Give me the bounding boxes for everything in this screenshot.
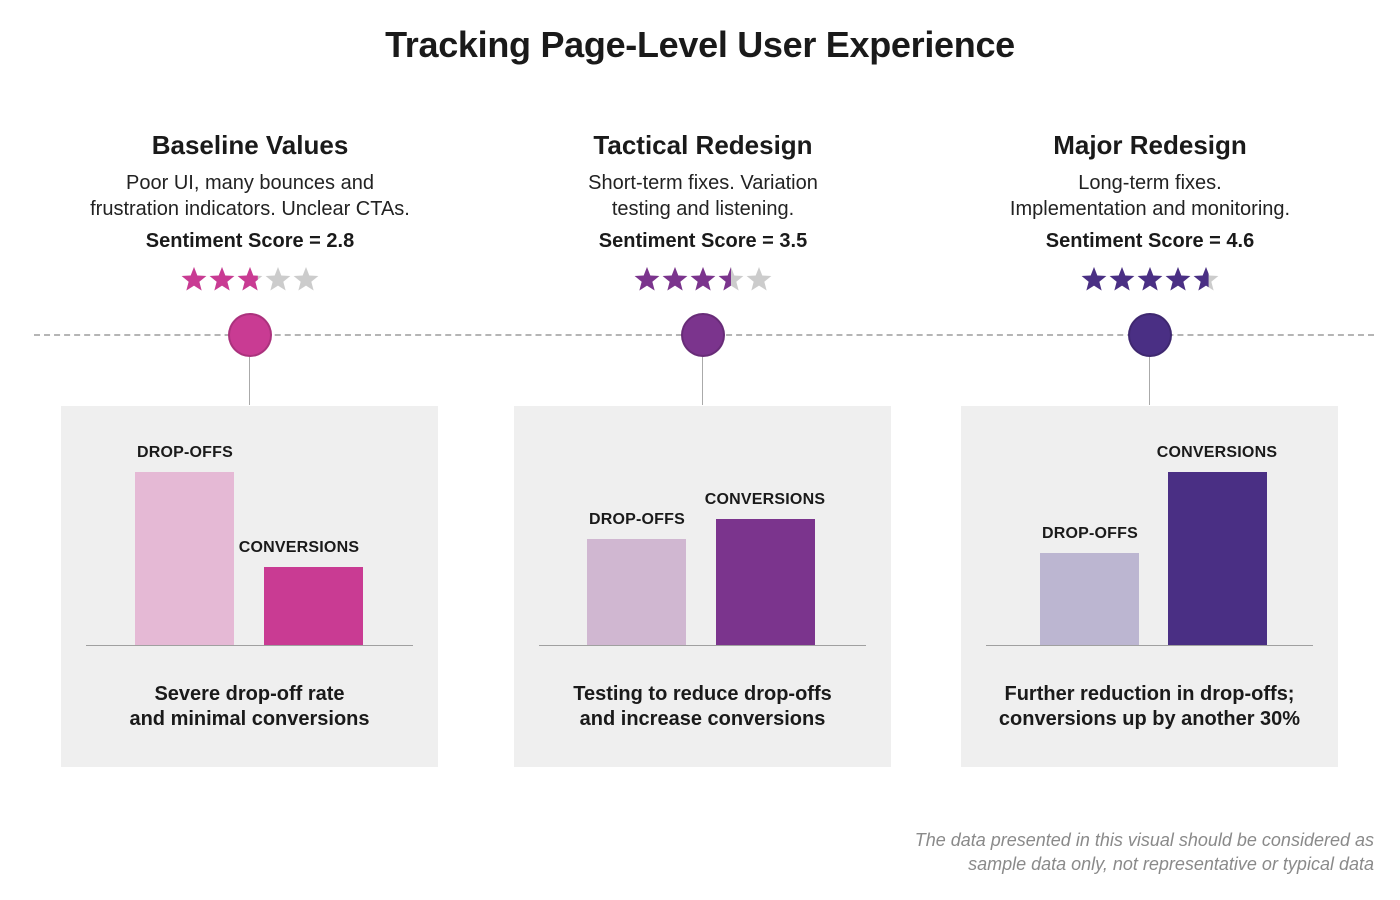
stage-title: Major Redesign (1053, 130, 1247, 160)
bar-dropoffs (587, 539, 686, 645)
stage-caption-line: and increase conversions (579, 708, 826, 730)
star-filled-icon (690, 267, 716, 291)
bar-label-dropoffs: DROP-OFFS (588, 511, 686, 528)
star-filled-icon (1081, 267, 1107, 291)
stars-svg (634, 267, 772, 291)
stage-description-line: Implementation and monitoring. (1009, 198, 1291, 220)
stage-caption-line: Testing to reduce drop-offs (573, 683, 832, 705)
stage-card: DROP-OFFS CONVERSIONS Severe drop-off ra… (61, 406, 438, 767)
stage-caption-line: Further reduction in drop-offs; (1004, 683, 1295, 705)
stars-svg (1081, 267, 1219, 291)
star-half-icon (1193, 267, 1209, 291)
sentiment-score: Sentiment Score = 4.6 (1045, 230, 1255, 252)
stage-major: Major Redesign Long-term fixes. Implemen… (940, 0, 1360, 900)
star-filled-icon (1137, 267, 1163, 291)
stage-caption: Severe drop-off rate and minimal convers… (61, 682, 438, 732)
chart-baseline (539, 645, 866, 646)
stage-baseline: Baseline Values Poor UI, many bounces an… (40, 0, 460, 900)
timeline-node (228, 313, 272, 357)
stage-title: Baseline Values (151, 130, 349, 160)
stage-description-line: Short-term fixes. Variation (588, 172, 818, 194)
timeline-connector (249, 357, 250, 405)
star-filled-icon (1165, 267, 1191, 291)
page-title: Tracking Page-Level User Experience (385, 24, 1015, 65)
stage-description-line: testing and listening. (611, 198, 795, 220)
star-empty-icon (746, 267, 772, 291)
stage-title: Tactical Redesign (593, 130, 813, 160)
bar-conversions (1168, 472, 1267, 645)
stage-caption: Testing to reduce drop-offs and increase… (514, 682, 891, 732)
sentiment-score: Sentiment Score = 3.5 (598, 230, 808, 252)
sentiment-score: Sentiment Score = 2.8 (145, 230, 355, 252)
stage-caption: Further reduction in drop-offs; conversi… (961, 682, 1338, 732)
disclaimer-note: The data presented in this visual should… (854, 828, 1374, 876)
stage-caption-line: and minimal conversions (129, 708, 370, 730)
bar-label-conversions: CONVERSIONS (1156, 444, 1278, 461)
disclaimer-line: The data presented in this visual should… (914, 830, 1374, 850)
star-rating (493, 264, 913, 296)
stars-svg (181, 267, 319, 291)
star-rating (940, 264, 1360, 296)
star-half-icon (237, 267, 258, 291)
stage-description: Poor UI, many bounces and frustration in… (40, 170, 460, 222)
stage-caption-line: Severe drop-off rate (154, 683, 345, 705)
star-empty-icon (293, 267, 319, 291)
bar-label-dropoffs: DROP-OFFS (1041, 525, 1139, 542)
timeline-connector (702, 357, 703, 405)
bar-label-dropoffs: DROP-OFFS (136, 444, 234, 461)
stage-description: Long-term fixes. Implementation and moni… (940, 170, 1360, 222)
star-empty-icon (265, 267, 291, 291)
timeline-node (681, 313, 725, 357)
bar-dropoffs (135, 472, 234, 645)
stage-card: DROP-OFFS CONVERSIONS Further reduction … (961, 406, 1338, 767)
chart-baseline (986, 645, 1313, 646)
stage-card: DROP-OFFS CONVERSIONS Testing to reduce … (514, 406, 891, 767)
chart-baseline (86, 645, 413, 646)
star-filled-icon (1109, 267, 1135, 291)
disclaimer-line: sample data only, not representative or … (968, 854, 1374, 874)
stage-tactical: Tactical Redesign Short-term fixes. Vari… (493, 0, 913, 900)
timeline-connector (1149, 357, 1150, 405)
bar-label-conversions: CONVERSIONS (704, 491, 826, 508)
star-filled-icon (209, 267, 235, 291)
bar-conversions (264, 567, 363, 645)
star-filled-icon (181, 267, 207, 291)
timeline-node (1128, 313, 1172, 357)
bar-dropoffs (1040, 553, 1139, 645)
stage-description-line: Long-term fixes. (1078, 172, 1222, 194)
star-filled-icon (634, 267, 660, 291)
stage-description: Short-term fixes. Variation testing and … (493, 170, 913, 222)
star-rating (40, 264, 460, 296)
star-filled-icon (662, 267, 688, 291)
bar-label-conversions: CONVERSIONS (238, 539, 360, 556)
bar-conversions (716, 519, 815, 645)
stage-description-line: Poor UI, many bounces and (126, 172, 374, 194)
stage-caption-line: conversions up by another 30% (998, 708, 1301, 730)
star-half-icon (718, 267, 731, 291)
stage-description-line: frustration indicators. Unclear CTAs. (90, 198, 410, 220)
